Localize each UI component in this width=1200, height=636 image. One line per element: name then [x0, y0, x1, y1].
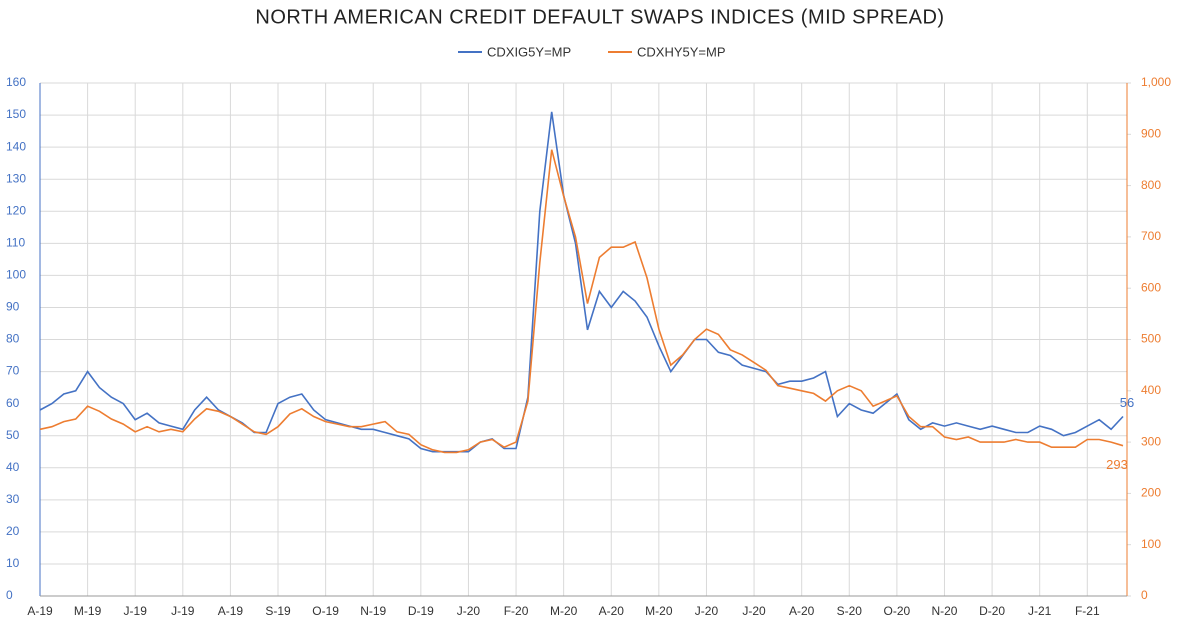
y2-tick-label: 700 [1141, 229, 1161, 243]
y2-tick-label: 600 [1141, 280, 1161, 294]
x-tick-label: N-20 [931, 604, 957, 618]
x-tick-label: F-20 [504, 604, 529, 618]
y-tick-label: 10 [6, 556, 20, 570]
x-tick-label: F-21 [1075, 604, 1100, 618]
y-tick-label: 90 [6, 300, 20, 314]
x-tick-label: O-20 [884, 604, 911, 618]
y2-tick-label: 0 [1141, 588, 1148, 602]
y-tick-label: 100 [6, 268, 26, 282]
x-tick-label: J-20 [742, 604, 766, 618]
end-value-label: 293 [1106, 457, 1128, 472]
end-value-label: 56 [1120, 395, 1134, 410]
y-tick-label: 80 [6, 332, 20, 346]
y-tick-label: 130 [6, 171, 26, 185]
y2-tick-label: 500 [1141, 332, 1161, 346]
y-tick-label: 120 [6, 203, 26, 217]
x-tick-label: N-19 [360, 604, 386, 618]
series-line [39, 111, 1124, 453]
x-tick-label: M-20 [645, 604, 673, 618]
y-tick-label: 60 [6, 396, 20, 410]
x-tick-label: D-19 [408, 604, 434, 618]
x-tick-label: M-20 [550, 604, 578, 618]
chart-title: NORTH AMERICAN CREDIT DEFAULT SWAPS INDI… [255, 6, 944, 28]
x-tick-label: S-19 [265, 604, 291, 618]
x-tick-label: J-20 [457, 604, 481, 618]
x-tick-label: D-20 [979, 604, 1005, 618]
x-tick-label: O-19 [312, 604, 339, 618]
y-tick-label: 30 [6, 492, 20, 506]
x-tick-label: J-20 [695, 604, 719, 618]
y2-tick-label: 400 [1141, 383, 1161, 397]
y2-tick-label: 300 [1141, 434, 1161, 448]
y2-tick-label: 100 [1141, 537, 1161, 551]
x-tick-label: A-19 [218, 604, 244, 618]
x-tick-label: S-20 [837, 604, 863, 618]
y-tick-label: 110 [6, 235, 25, 249]
series-line [39, 149, 1124, 454]
x-tick-label: M-19 [74, 604, 102, 618]
x-tick-label: J-21 [1028, 604, 1052, 618]
y2-tick-label: 900 [1141, 126, 1161, 140]
y-tick-label: 0 [6, 588, 13, 602]
x-tick-label: A-19 [27, 604, 53, 618]
y-tick-label: 160 [6, 75, 26, 89]
y-tick-label: 140 [6, 139, 26, 153]
y2-tick-label: 1,000 [1141, 75, 1171, 89]
x-tick-label: A-20 [599, 604, 625, 618]
y-tick-label: 150 [6, 107, 26, 121]
y-tick-label: 50 [6, 428, 20, 442]
y-tick-label: 40 [6, 460, 20, 474]
y2-tick-label: 800 [1141, 178, 1161, 192]
x-tick-label: A-20 [789, 604, 815, 618]
y2-tick-label: 200 [1141, 486, 1161, 500]
x-tick-label: J-19 [124, 604, 148, 618]
x-tick-label: J-19 [171, 604, 195, 618]
legend-label: CDXHY5Y=MP [637, 44, 726, 59]
y-tick-label: 70 [6, 364, 20, 378]
legend-label: CDXIG5Y=MP [487, 44, 571, 59]
y-tick-label: 20 [6, 524, 20, 538]
